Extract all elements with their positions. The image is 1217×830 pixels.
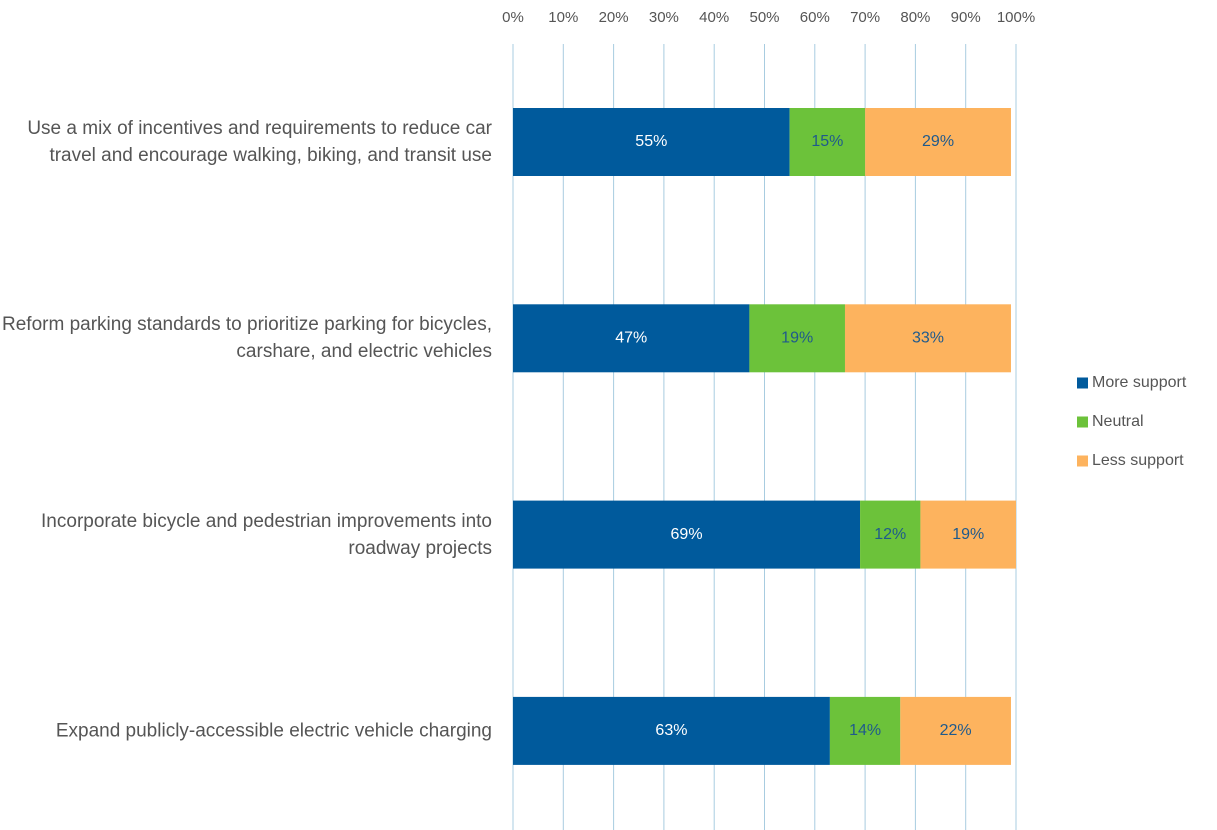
- x-tick-label: 0%: [502, 9, 524, 26]
- x-tick-label: 20%: [599, 9, 629, 26]
- data-label: 14%: [849, 722, 881, 739]
- legend-swatch: [1077, 455, 1088, 467]
- data-label: 22%: [940, 722, 972, 739]
- data-label: 19%: [781, 330, 813, 347]
- data-label: 55%: [635, 133, 667, 150]
- x-tick-label: 50%: [749, 9, 779, 26]
- bar-segment: [860, 500, 921, 569]
- legend-label: More support: [1092, 374, 1187, 391]
- data-label: 29%: [922, 133, 954, 150]
- legend-swatch: [1077, 416, 1088, 428]
- bar-segment: [749, 304, 845, 373]
- bar-segment: [513, 108, 790, 176]
- data-label: 63%: [655, 722, 687, 739]
- y-tick-label: Use a mix of incentives and requirements…: [27, 118, 492, 166]
- bar-segment: [865, 108, 1011, 176]
- bar-segment: [513, 696, 830, 765]
- bar-segment: [920, 500, 1016, 569]
- x-tick-label: 70%: [850, 9, 880, 26]
- x-tick-label: 40%: [699, 9, 729, 26]
- legend-label: Less support: [1092, 452, 1184, 469]
- x-tick-label: 80%: [900, 9, 930, 26]
- data-label: 15%: [811, 133, 843, 150]
- bar-segment: [829, 696, 901, 765]
- data-label: 69%: [671, 526, 703, 543]
- x-tick-label: 90%: [951, 9, 981, 26]
- x-tick-label: 100%: [997, 9, 1035, 26]
- data-label: 47%: [615, 330, 647, 347]
- bar-segment: [513, 500, 861, 569]
- bar-segment: [789, 108, 866, 176]
- data-label: 12%: [874, 526, 906, 543]
- legend-label: Neutral: [1092, 413, 1144, 430]
- y-tick-label: Incorporate bicycle and pedestrian impro…: [41, 510, 492, 559]
- x-tick-label: 30%: [649, 9, 679, 26]
- x-tick-label: 60%: [800, 9, 830, 26]
- data-label: 19%: [952, 526, 984, 543]
- y-tick-label: Reform parking standards to prioritize p…: [2, 314, 492, 363]
- bar-segment: [900, 696, 1011, 765]
- x-tick-label: 10%: [548, 9, 578, 26]
- y-tick-label: Expand publicly-accessible electric vehi…: [55, 720, 492, 742]
- data-label: 33%: [912, 330, 944, 347]
- bar-segment: [513, 304, 750, 373]
- legend-swatch: [1077, 377, 1088, 389]
- bar-segment: [844, 304, 1011, 373]
